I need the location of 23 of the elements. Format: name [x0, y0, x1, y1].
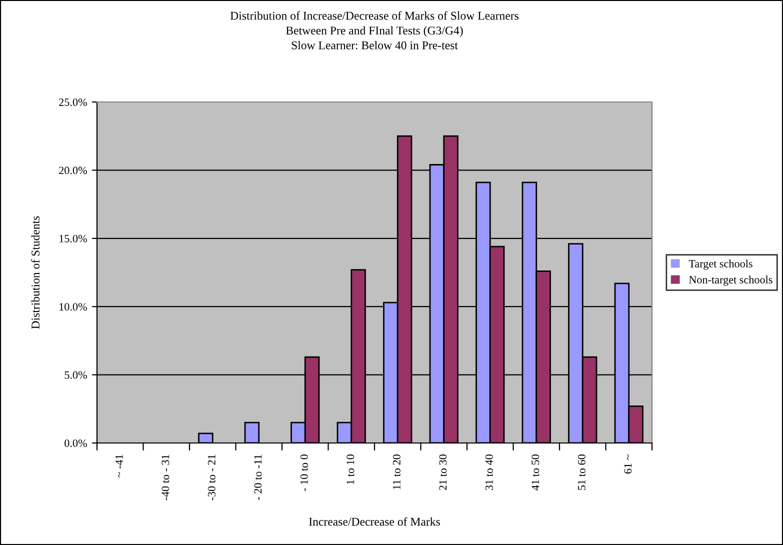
- x-tick-label: 21 to 30: [439, 454, 447, 490]
- x-tick-label: - 10 to 0: [300, 454, 308, 492]
- legend-label: Non-target schools: [688, 276, 772, 286]
- y-axis-title: Distribution of Students: [31, 216, 40, 329]
- x-tick-label: 1 to 10: [346, 454, 354, 484]
- x-tick-label: - 20 to -11: [254, 454, 262, 500]
- x-tick-label: 51 to 60: [578, 454, 586, 490]
- chart-title: Distribution of Increase/Decrease of Marks of Slow Learners Between Pre and FInal Tests (G3/G4) Slow Learner: Below 40 in Pre-test: [230, 11, 518, 50]
- y-tick-label: 20.0%: [59, 166, 87, 174]
- x-tick-label: 61 ~: [624, 454, 632, 474]
- x-tick-label: -30 to - 21: [208, 454, 216, 500]
- y-tick-label: 5.0%: [64, 371, 87, 379]
- x-tick-label: 31 to 40: [485, 454, 493, 490]
- y-tick-label: 0.0%: [64, 439, 87, 448]
- x-tick-label: 11 to 20: [392, 454, 400, 490]
- x-tick-label: ~ -41: [115, 454, 123, 478]
- x-tick-label: 41 to 50: [532, 454, 540, 490]
- y-tick-label: 15.0%: [60, 234, 87, 242]
- y-tick-label: 10.0%: [60, 303, 87, 311]
- legend-label: Target schools: [688, 260, 752, 270]
- y-tick-label: 25.0%: [59, 98, 87, 106]
- x-tick-label: -40 to - 31: [162, 454, 170, 500]
- x-axis-title: Increase/Decrease of Marks: [309, 517, 440, 526]
